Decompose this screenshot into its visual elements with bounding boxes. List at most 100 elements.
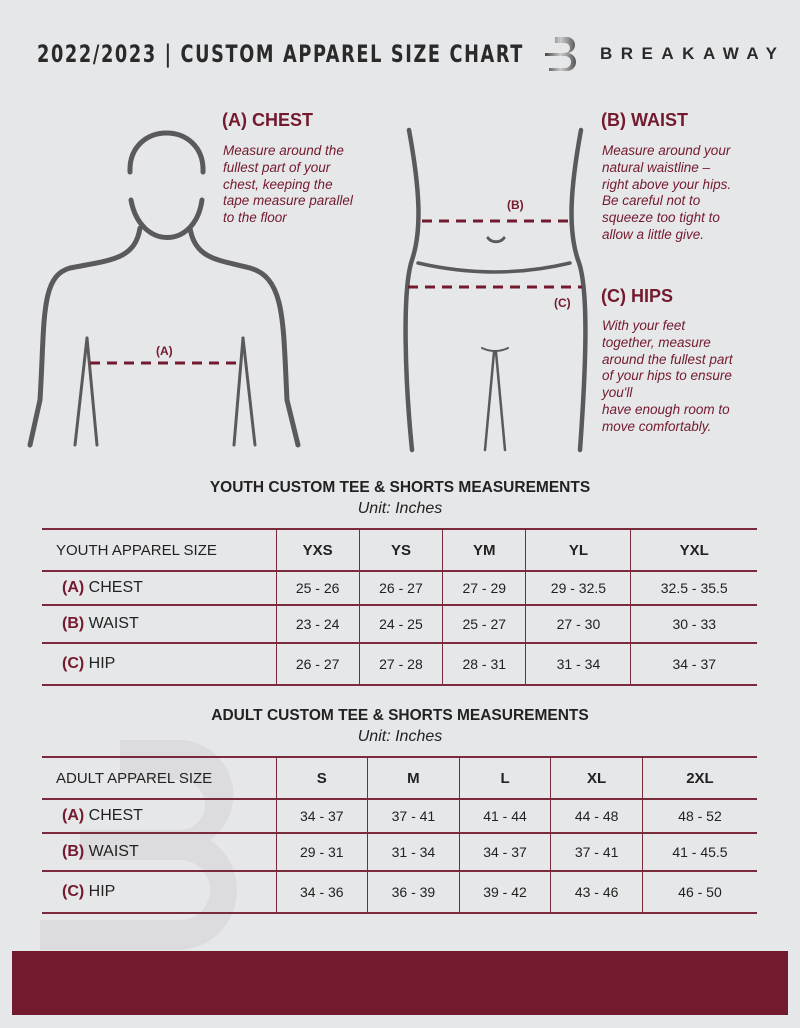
table-cell: 46 - 50 [641,870,757,914]
table-cell: 43 - 46 [550,870,643,914]
row-name: CHEST [88,579,143,596]
desc-line: to the floor [223,210,287,226]
row-label: (C) HIP [42,642,276,686]
table-row: (C) HIP 34 - 36 36 - 39 39 - 42 43 - 46 46 - … [42,870,757,914]
row-marker: (B) [62,843,85,860]
row-name: WAIST [88,615,139,632]
hips-description: With your feet together, measure around th… [602,318,733,436]
row-label: (A) CHEST [42,798,276,834]
table-cell: 41 - 44 [458,798,551,834]
waist-title: (B) WAIST [601,110,688,130]
table-cell: 25 - 27 [442,604,526,644]
row-name: HIP [88,883,116,900]
row-label: (A) CHEST [42,570,276,606]
size-header: M [367,756,460,800]
brand-name: BREAKAWAY [600,44,786,63]
table-row: (A) CHEST 25 - 26 26 - 27 27 - 29 29 - 32.5 3… [42,570,757,606]
desc-line: Measure around the [223,143,344,158]
table-row: (B) WAIST 23 - 24 24 - 25 25 - 27 27 - 30 30 … [42,604,757,644]
youth-unit: Unit: Inches [357,500,443,517]
row-name: WAIST [88,843,139,860]
table-cell: 27 - 30 [525,604,631,644]
table-cell: 31 - 34 [367,832,460,872]
table-cell: 39 - 42 [458,870,551,914]
desc-line: chest, keeping the [223,176,333,192]
row-marker: (A) [62,579,85,596]
desc-line: natural waistline – [602,159,711,175]
size-header: XL [550,756,643,800]
desc-line: allow a little give. [602,226,705,242]
footer-bar [12,951,788,1015]
table-row: (C) HIP 26 - 27 27 - 28 28 - 31 31 - 34 34 - … [42,642,757,686]
header-label: ADULT APPAREL SIZE [42,756,276,800]
table-cell: 44 - 48 [550,798,643,834]
table-cell: 34 - 37 [458,832,551,872]
desc-line: Be careful not to [602,193,701,209]
table-cell: 31 - 34 [525,642,631,686]
youth-size-table: YOUTH APPAREL SIZE YXS YS YM YL YXL (A) CHEST 2… [42,528,757,686]
size-header: S [275,756,368,800]
desc-line: together, measure [602,334,711,350]
chest-title: (A) CHEST [222,110,313,130]
desc-line: around the fullest part [602,351,733,367]
table-cell: 26 - 27 [358,570,443,606]
size-header: YXS [275,528,360,572]
table-cell: 25 - 26 [275,570,360,606]
waist-marker: (B) [507,198,524,212]
header-label: YOUTH APPAREL SIZE [42,528,276,572]
table-cell: 37 - 41 [367,798,460,834]
desc-line: move comfortably. [602,418,712,434]
breakaway-logo-icon [545,37,576,71]
row-name: CHEST [88,807,143,824]
table-cell: 23 - 24 [275,604,360,644]
row-marker: (C) [62,655,85,672]
table-cell: 27 - 28 [358,642,443,686]
row-label: (B) WAIST [42,604,276,644]
table-cell: 32.5 - 35.5 [630,570,757,606]
row-marker: (A) [62,807,85,824]
table-cell: 34 - 37 [630,642,757,686]
table-row: (A) CHEST 34 - 37 37 - 41 41 - 44 44 - 48 48 … [42,798,757,834]
table-cell: 29 - 31 [275,832,368,872]
table-cell: 37 - 41 [550,832,643,872]
size-header: YXL [630,528,757,572]
youth-table-title: YOUTH CUSTOM TEE & SHORTS MEASUREMENTS [209,479,591,496]
size-header: YM [442,528,526,572]
hips-marker: (C) [554,296,571,310]
chest-marker: (A) [156,344,173,358]
desc-line: tape measure parallel [223,193,353,209]
table-cell: 41 - 45.5 [641,832,757,872]
row-marker: (B) [62,615,85,632]
table-cell: 36 - 39 [367,870,460,914]
size-header: 2XL [641,756,757,800]
hips-title: (C) HIPS [601,286,673,306]
waist-description: Measure around your natural waistline – ri… [602,143,731,244]
size-header: YS [358,528,443,572]
row-name: HIP [88,655,116,672]
waist-hips-figure [403,127,588,453]
table-cell: 34 - 37 [275,798,368,834]
adult-size-table: ADULT APPAREL SIZE S M L XL 2XL (A) CHEST 34 - … [42,756,757,914]
table-cell: 28 - 31 [442,642,526,686]
desc-line: you'll [602,385,633,401]
desc-line: right above your hips. [602,176,732,192]
size-header: L [458,756,551,800]
table-cell: 26 - 27 [275,642,360,686]
page-title: 2022/2023 | CUSTOM APPAREL SIZE CHART [37,40,525,68]
desc-line: of your hips to ensure [602,368,732,384]
desc-line: fullest part of your [223,159,331,175]
adult-unit: Unit: Inches [357,728,443,745]
row-label: (C) HIP [42,870,276,914]
desc-line: have enough room to [602,401,730,417]
adult-table-title: ADULT CUSTOM TEE & SHORTS MEASUREMENTS [211,707,589,724]
table-cell: 27 - 29 [442,570,526,606]
table-cell: 48 - 52 [641,798,757,834]
table-row: (B) WAIST 29 - 31 31 - 34 34 - 37 37 - 41 41 … [42,832,757,872]
table-header-row: YOUTH APPAREL SIZE YXS YS YM YL YXL [42,528,757,572]
size-header: YL [525,528,631,572]
row-label: (B) WAIST [42,832,276,872]
table-cell: 24 - 25 [358,604,443,644]
table-cell: 29 - 32.5 [525,570,631,606]
desc-line: squeeze too tight to [602,210,720,226]
table-header-row: ADULT APPAREL SIZE S M L XL 2XL [42,756,757,800]
